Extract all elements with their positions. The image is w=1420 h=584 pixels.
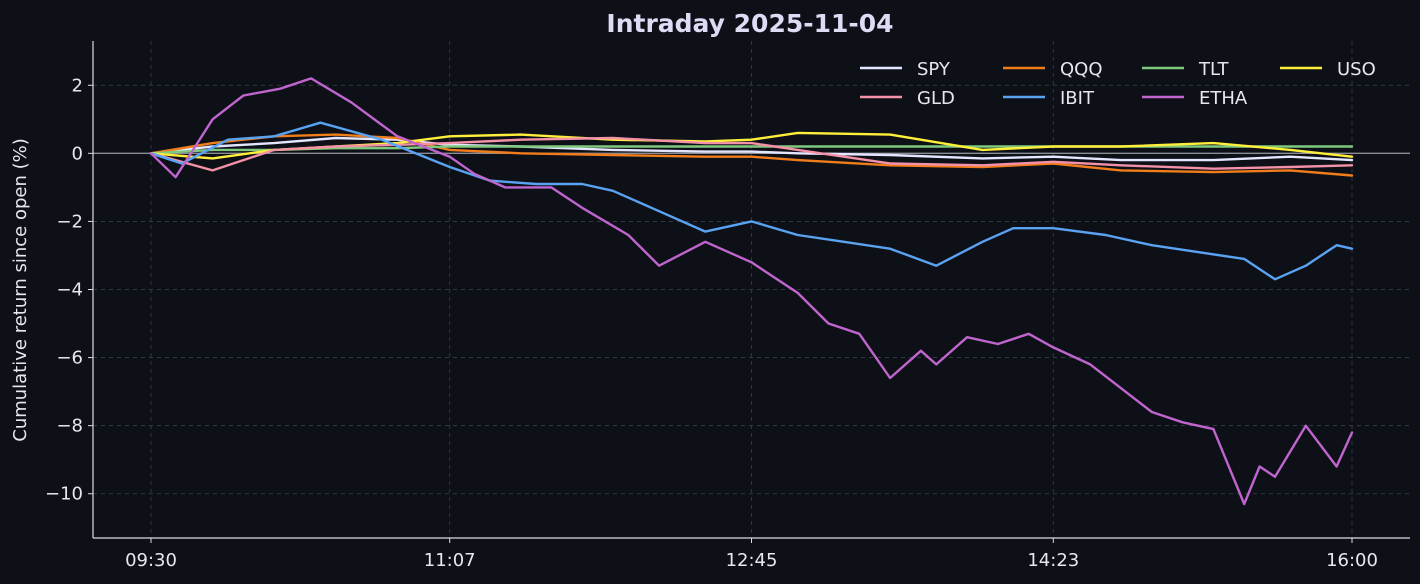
legend-label: ETHA (1199, 88, 1248, 109)
y-tick-label: −4 (56, 280, 83, 301)
tick-layer: 2 0 −2 −4 −6 −8 −10 09:30 11:07 12:45 14:23 16:00 (45, 75, 1378, 571)
series-layer (149, 77, 1354, 506)
y-tick-label: 0 (72, 143, 83, 164)
legend-item-qqq: QQQ (1003, 59, 1103, 80)
x-tick-label: 12:45 (726, 550, 778, 571)
y-tick-label: 2 (72, 75, 83, 96)
series-line-spy (149, 136, 1354, 162)
legend-label: IBIT (1060, 88, 1095, 109)
legend-item-tlt: TLT (1142, 59, 1230, 80)
y-tick-label: −2 (56, 211, 83, 232)
legend-label: TLT (1198, 59, 1230, 80)
x-tick-label: 14:23 (1027, 550, 1079, 571)
legend-item-ibit: IBIT (1003, 88, 1095, 109)
y-tick-label: −10 (45, 484, 83, 505)
y-tick-label: −6 (56, 348, 83, 369)
x-tick-label: 16:00 (1326, 550, 1378, 571)
legend-label: GLD (917, 88, 955, 109)
series-line-gld (149, 136, 1354, 172)
x-tick-label: 09:30 (125, 550, 177, 571)
legend-label: USO (1337, 59, 1376, 80)
series-line-ibit (149, 121, 1354, 281)
legend-item-gld: GLD (860, 88, 955, 109)
legend-item-uso: USO (1280, 59, 1376, 80)
x-tick-label: 11:07 (424, 550, 476, 571)
chart-title: Intraday 2025-11-04 (606, 9, 893, 38)
legend-item-etha: ETHA (1142, 88, 1248, 109)
legend-label: QQQ (1060, 59, 1103, 80)
y-tick-label: −8 (56, 416, 83, 437)
series-line-etha (149, 77, 1354, 506)
legend-item-spy: SPY (860, 59, 951, 80)
legend: SPY QQQ TLT USO GLD IBIT ETHA (860, 59, 1376, 109)
y-axis-label: Cumulative return since open (%) (10, 138, 31, 442)
series-line-qqq (149, 133, 1354, 177)
legend-label: SPY (917, 59, 951, 80)
